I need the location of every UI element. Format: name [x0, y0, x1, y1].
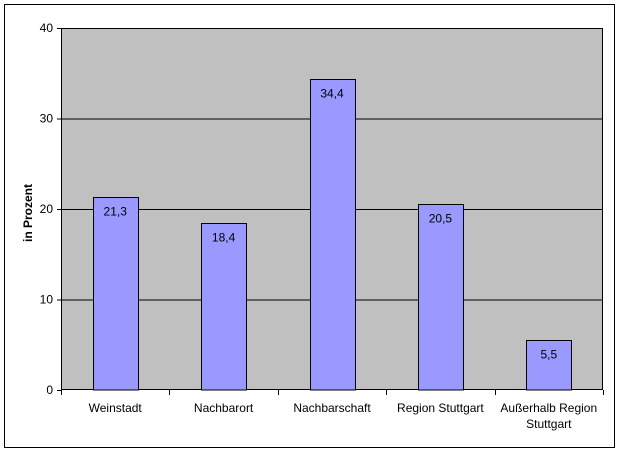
bar	[310, 79, 356, 391]
data-label: 20,5	[429, 212, 453, 226]
data-label: 34,4	[320, 87, 344, 101]
bar	[418, 204, 464, 391]
data-label: 5,5	[540, 348, 557, 362]
y-tick-label: 10	[40, 293, 54, 307]
y-tick-label: 30	[40, 112, 54, 126]
bar	[526, 340, 572, 391]
bar	[201, 223, 247, 391]
x-category-label: Nachbarort	[194, 401, 254, 415]
bar	[93, 197, 139, 391]
x-category-label: Weinstadt	[89, 401, 143, 415]
data-label: 21,3	[104, 205, 128, 219]
x-category-label: Region Stuttgart	[397, 401, 484, 415]
x-category-label: Außerhalb Region	[500, 401, 597, 415]
data-label: 18,4	[212, 231, 236, 245]
plot-area: 0 10 20 30 40 21,3 Weinstadt 18,4 Nachbarort 34,4…	[40, 21, 604, 431]
x-category-label: Nachbarschaft	[293, 401, 371, 415]
y-tick-label: 20	[40, 202, 54, 216]
y-axis-label: in Prozent	[21, 184, 35, 242]
x-category-label: Stuttgart	[526, 417, 572, 431]
y-tick-label: 0	[46, 383, 53, 397]
y-tick-label: 40	[40, 21, 54, 35]
